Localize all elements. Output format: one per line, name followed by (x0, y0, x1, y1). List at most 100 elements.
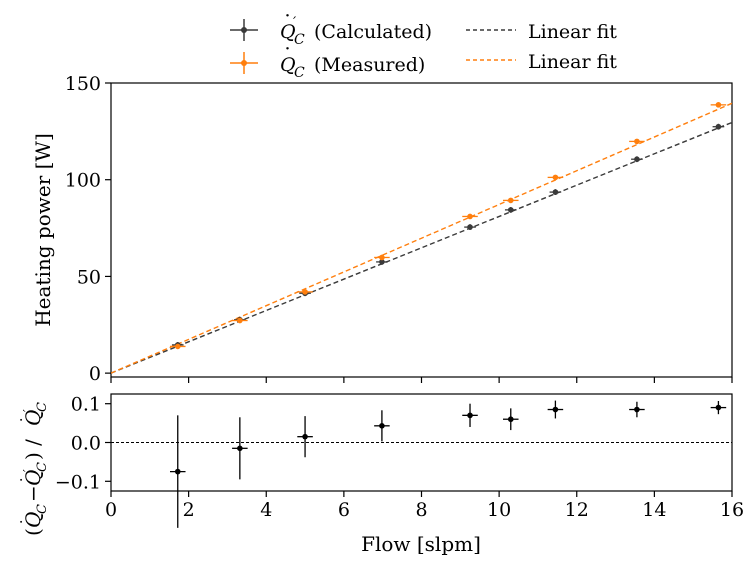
y-tick-label: 100 (65, 170, 101, 192)
svg-text:Q: Q (21, 410, 45, 426)
svg-text:′: ′ (293, 15, 297, 31)
point-measured (503, 197, 519, 204)
point-measured (462, 213, 478, 220)
top-fit-lines (110, 102, 733, 374)
bottom-y-axis-label: ( Q · C − Q · ′ C ) / Q · ′ C (14, 402, 50, 536)
point-measured (629, 138, 645, 145)
svg-text:C: C (294, 65, 305, 81)
residual-point (169, 415, 186, 528)
y-tick-label: 0 (89, 363, 101, 385)
svg-text:) /: ) / (21, 439, 45, 460)
svg-text:Q: Q (280, 21, 296, 43)
residual-marker (552, 406, 559, 413)
top-y-axis-label: Heating power [W] (31, 133, 55, 327)
svg-text:C: C (35, 504, 50, 514)
svg-text:C: C (35, 402, 50, 412)
legend-fit1-label: Linear fit (528, 21, 617, 43)
marker-measured (174, 343, 181, 350)
marker-calculated (634, 156, 640, 163)
bottom-panel: 0.1 0.0 −0.1 0 2 4 6 8 10 12 14 16 Flow [slpm] ( Q… (14, 393, 744, 556)
point-calculated (464, 224, 476, 230)
top-data-points (169, 102, 727, 350)
x-tick-label: 2 (183, 499, 195, 521)
top-y-ticks: 0 50 100 150 (65, 73, 111, 385)
residual-marker (715, 404, 722, 411)
marker-calculated (467, 224, 473, 230)
residual-marker (379, 423, 385, 429)
bottom-x-ticks: 0 2 4 6 8 10 12 14 16 (105, 491, 744, 521)
svg-text:C: C (35, 462, 50, 472)
point-measured (374, 254, 390, 261)
point-calculated (504, 206, 517, 213)
residual-marker (302, 433, 308, 440)
residual-point (547, 400, 564, 419)
svg-text:·: · (14, 418, 30, 422)
legend: Q · ′ C (Calculated) Q · C (Measured) Li… (230, 5, 617, 81)
legend-entry-measured: Q · C (Measured) (230, 38, 425, 81)
point-measured (710, 102, 727, 108)
svg-text:·: · (285, 5, 291, 27)
residual-point (629, 401, 645, 418)
residual-point (503, 408, 519, 431)
residual-marker (174, 468, 181, 475)
residual-point (462, 403, 478, 427)
legend-calculated-label: (Calculated) (314, 21, 432, 43)
legend-entry-fit-measured: Linear fit (466, 51, 617, 73)
svg-text:Q: Q (21, 512, 45, 528)
marker-calculated (552, 189, 559, 195)
svg-text:·: · (14, 478, 30, 482)
residual-marker (467, 412, 473, 419)
marker-calculated (379, 259, 385, 265)
residual-marker (634, 406, 640, 413)
marker-measured (507, 197, 514, 204)
point-calculated (549, 189, 562, 195)
x-tick-label: 4 (260, 499, 272, 521)
point-calculated (712, 123, 725, 130)
svg-text:·: · (285, 38, 291, 60)
y-tick-label: 150 (65, 73, 101, 95)
fit-line-measured (110, 102, 733, 374)
x-tick-label: 6 (338, 499, 350, 521)
svg-text:·: · (14, 520, 30, 524)
residual-y-tick-label: −0.1 (55, 471, 101, 493)
svg-text:C: C (294, 32, 305, 48)
x-axis-label: Flow [slpm] (361, 532, 481, 556)
residual-marker (507, 416, 514, 423)
x-tick-label: 16 (720, 499, 744, 521)
marker-measured (634, 138, 640, 145)
point-measured (169, 343, 186, 350)
marker-calculated (507, 207, 514, 213)
legend-entry-fit-calculated: Linear fit (466, 21, 617, 43)
x-tick-label: 8 (415, 499, 427, 521)
x-tick-label: 12 (565, 499, 589, 521)
residual-point (374, 410, 390, 442)
x-tick-label: 14 (642, 499, 666, 521)
residual-point (297, 416, 313, 458)
x-tick-label: 0 (105, 499, 117, 521)
marker-calculated (715, 123, 722, 130)
top-x-ticks (110, 377, 733, 383)
marker-measured (552, 174, 559, 181)
legend-measured-label: (Measured) (314, 54, 425, 76)
svg-text:′: ′ (21, 469, 35, 472)
residual-point (232, 417, 248, 480)
svg-text:′: ′ (21, 409, 35, 412)
x-tick-label: 10 (487, 499, 511, 521)
marker-measured (237, 317, 243, 324)
marker-measured (715, 102, 722, 108)
marker-measured (302, 289, 308, 295)
residual-marker (237, 445, 243, 452)
residual-y-tick-label: 0.0 (71, 433, 101, 455)
point-calculated (631, 156, 643, 163)
svg-text:Q: Q (21, 470, 45, 486)
residual-y-tick-label: 0.1 (71, 394, 101, 416)
legend-fit2-label: Linear fit (528, 51, 617, 73)
marker-measured (379, 254, 385, 261)
svg-text:−: − (21, 485, 45, 502)
bottom-y-ticks: 0.1 0.0 −0.1 (55, 394, 111, 493)
top-plot-frame (110, 82, 733, 378)
marker-measured (467, 213, 473, 220)
legend-entry-calculated: Q · ′ C (Calculated) (230, 5, 432, 48)
point-measured (232, 317, 248, 324)
